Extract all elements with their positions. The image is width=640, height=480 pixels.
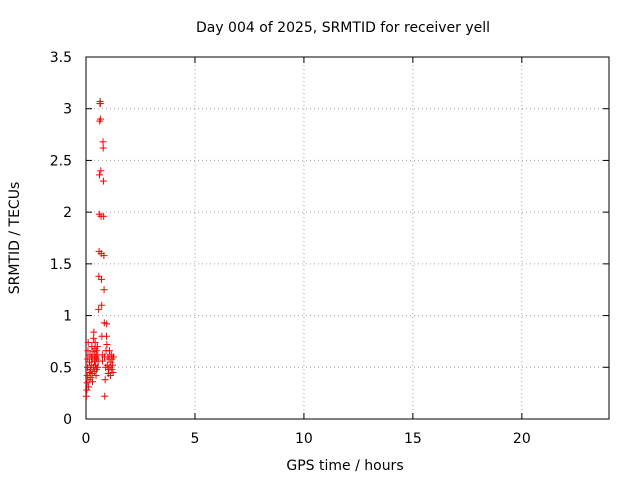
x-tick-label: 20	[513, 431, 531, 447]
data-point	[103, 341, 111, 349]
data-point	[100, 212, 108, 220]
y-axis-label: SRMTID / TECUs	[7, 182, 23, 295]
chart-title: Day 004 of 2025, SRMTID for receiver yel…	[196, 20, 490, 36]
data-point	[84, 347, 92, 355]
data-point	[97, 115, 105, 123]
data-point	[96, 171, 104, 179]
data-point	[102, 332, 110, 340]
data-point	[97, 167, 105, 175]
y-tick-label: 3.5	[50, 50, 72, 66]
data-point	[109, 353, 117, 361]
y-tick-label: 2.5	[50, 153, 72, 169]
data-point	[98, 301, 106, 309]
data-point	[91, 338, 99, 346]
x-tick-label: 0	[82, 431, 91, 447]
data-point	[93, 347, 101, 355]
data-point	[84, 338, 92, 346]
y-tick-label: 1	[63, 309, 72, 325]
data-point	[103, 320, 111, 328]
data-point	[106, 347, 114, 355]
data-point	[109, 368, 117, 376]
y-tick-label: 1.5	[50, 257, 72, 273]
data-point	[99, 357, 107, 365]
y-tick-label: 0	[63, 412, 72, 428]
data-point	[83, 386, 91, 394]
data-point	[100, 252, 108, 260]
data-point	[100, 286, 108, 294]
data-point	[101, 392, 109, 400]
data-point	[97, 275, 105, 283]
data-point	[101, 376, 109, 384]
data-point	[95, 305, 103, 313]
data-point	[87, 374, 95, 382]
x-axis-label: GPS time / hours	[286, 458, 403, 474]
data-point	[109, 361, 117, 369]
plot-frame	[85, 56, 610, 420]
data-point	[99, 138, 107, 146]
data-point	[107, 358, 115, 366]
data-point	[89, 378, 97, 386]
data-point	[99, 177, 107, 185]
data-point	[90, 334, 98, 342]
x-tick-label: 5	[190, 431, 199, 447]
data-point	[108, 365, 116, 373]
data-point	[94, 363, 102, 371]
x-tick-label: 10	[295, 431, 313, 447]
data-points	[82, 97, 117, 400]
y-tick-label: 3	[63, 102, 72, 118]
data-point	[96, 100, 104, 108]
data-point	[90, 328, 98, 336]
axis-ticks: 0 5 10 15 20 0 0.5 1 1.5 2 2.5 3 3.5	[50, 50, 609, 447]
y-tick-label: 2	[63, 205, 72, 221]
grid	[86, 57, 609, 419]
data-point	[85, 358, 93, 366]
data-point	[92, 372, 100, 380]
y-tick-label: 0.5	[50, 360, 72, 376]
data-point	[82, 392, 90, 400]
data-point	[99, 144, 107, 152]
data-point	[93, 343, 101, 351]
data-point	[85, 383, 93, 391]
x-tick-label: 15	[404, 431, 422, 447]
